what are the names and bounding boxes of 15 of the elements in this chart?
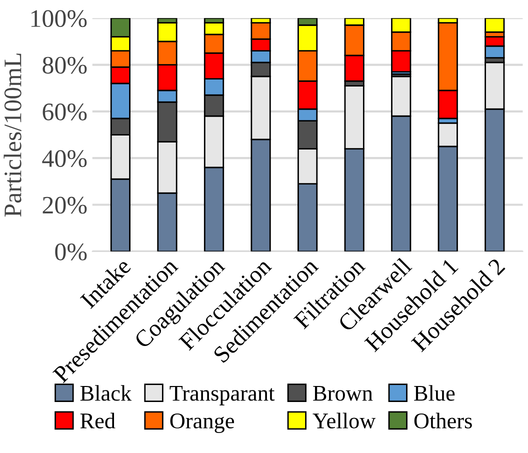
legend-label: Others — [414, 412, 472, 428]
y-tick-label: 0% — [55, 243, 87, 260]
legend-label: Red — [80, 412, 116, 428]
y-tick-label: 100% — [31, 10, 87, 28]
y-tick-label: 80% — [42, 56, 87, 74]
legend-label: Blue — [414, 385, 455, 401]
legend-label: Brown — [313, 386, 373, 401]
y-tick-label: 20% — [42, 196, 87, 214]
legend-label: Orange — [170, 413, 234, 433]
legend-label: Transparant — [170, 386, 275, 406]
y-axis-title: Particles/100mL — [4, 54, 22, 217]
legend-label: Black — [80, 385, 132, 401]
y-tick-label: 60% — [42, 103, 87, 120]
y-tick-label: 40% — [42, 150, 87, 168]
legend-label: Yellow — [312, 412, 376, 428]
